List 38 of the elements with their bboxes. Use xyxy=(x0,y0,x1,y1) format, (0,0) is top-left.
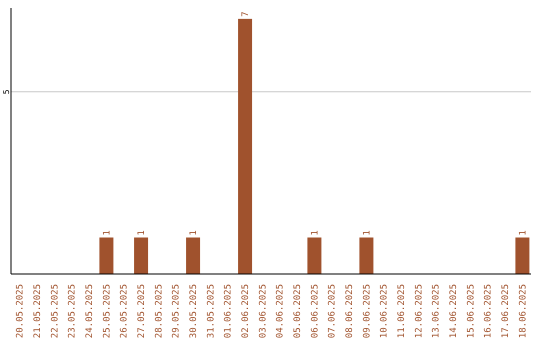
data-label: 1 xyxy=(189,230,200,236)
x-tick-label: 04.06.2025 xyxy=(276,284,286,338)
x-tick-label: 06.06.2025 xyxy=(310,284,320,338)
x-tick-label: 30.05.2025 xyxy=(189,284,199,338)
x-tick-label: 26.05.2025 xyxy=(120,284,130,338)
data-label: 7 xyxy=(241,12,252,17)
x-tick-label: 01.06.2025 xyxy=(224,284,234,338)
data-label: 1 xyxy=(102,230,112,236)
x-tick-label: 23.05.2025 xyxy=(68,284,78,338)
x-tick-label: 05.06.2025 xyxy=(293,284,303,338)
x-tick-label: 24.05.2025 xyxy=(85,284,95,338)
x-tick-label: 12.06.2025 xyxy=(414,284,424,338)
x-tick-label: 14.06.2025 xyxy=(449,284,459,338)
x-tick-label: 09.06.2025 xyxy=(362,284,372,338)
x-tick-label: 08.06.2025 xyxy=(345,284,355,338)
x-tick-label: 10.06.2025 xyxy=(380,284,390,338)
data-label: 1 xyxy=(518,230,528,236)
x-tick-label: 13.06.2025 xyxy=(432,284,442,338)
data-label: 1 xyxy=(137,230,148,236)
x-tick-label: 25.05.2025 xyxy=(102,284,112,338)
x-tick-label: 27.05.2025 xyxy=(137,284,147,338)
x-tick-label: 29.05.2025 xyxy=(172,284,182,338)
x-tick-label: 21.05.2025 xyxy=(33,284,43,338)
x-tick-label: 07.06.2025 xyxy=(328,284,338,338)
y-tick-label: 5 xyxy=(2,89,11,94)
data-label: 1 xyxy=(310,230,320,236)
data-label: 1 xyxy=(362,230,372,236)
x-tick-label: 20.05.2025 xyxy=(16,284,26,338)
x-tick-label: 17.06.2025 xyxy=(501,284,511,338)
x-tick-label: 22.05.2025 xyxy=(50,284,60,338)
x-tick-label: 02.06.2025 xyxy=(241,284,251,338)
x-tick-label: 03.06.2025 xyxy=(258,284,268,338)
x-tick-label: 16.06.2025 xyxy=(484,284,494,338)
x-tick-label: 11.06.2025 xyxy=(397,284,407,338)
x-tick-label: 31.05.2025 xyxy=(206,284,216,338)
x-tick-label: 15.06.2025 xyxy=(466,284,476,338)
x-tick-label: 28.05.2025 xyxy=(154,284,164,338)
x-tick-label: 18.06.2025 xyxy=(518,284,528,338)
